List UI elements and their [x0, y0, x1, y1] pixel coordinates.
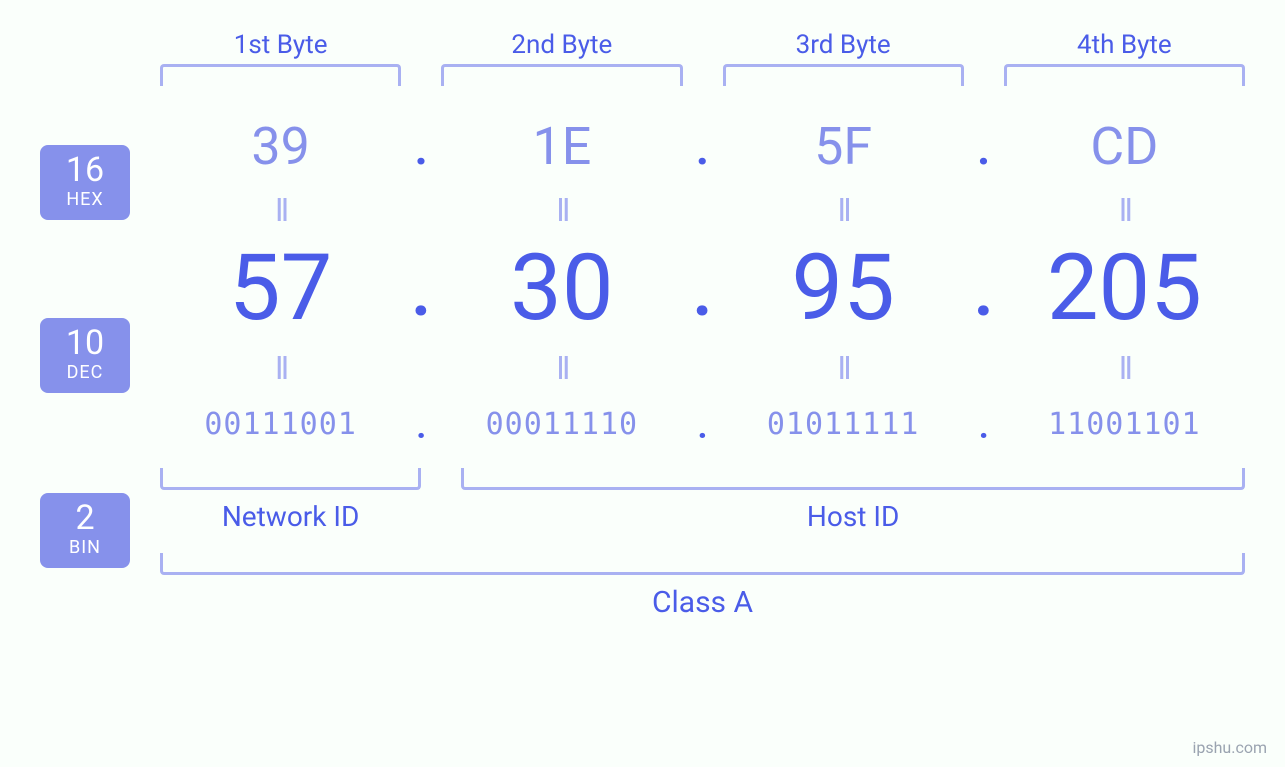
- hex-byte-1: 39: [160, 116, 401, 177]
- base-badges-column: 16 HEX 10 DEC 2 BIN: [40, 30, 130, 620]
- equals-row-1: II II II II: [160, 191, 1245, 229]
- hex-badge: 16 HEX: [40, 145, 130, 220]
- byte-header-3: 3rd Byte: [723, 30, 964, 60]
- dec-badge: 10 DEC: [40, 318, 130, 393]
- hex-byte-3: 5F: [723, 116, 964, 177]
- top-bracket-1: [160, 64, 401, 86]
- diagram-container: 16 HEX 10 DEC 2 BIN 1st Byte 2nd Byte 3r…: [0, 0, 1285, 620]
- equals-icon: II: [160, 349, 401, 387]
- network-id-label: Network ID: [160, 500, 421, 533]
- dec-byte-4: 205: [1004, 243, 1245, 335]
- dec-row: 57 . 30 . 95 . 205: [160, 243, 1245, 335]
- hex-base-label: HEX: [66, 189, 103, 210]
- equals-icon: II: [441, 191, 682, 229]
- dot: .: [964, 244, 1004, 335]
- top-bracket-3: [723, 64, 964, 86]
- top-brackets-row: [160, 64, 1245, 86]
- bin-byte-3: 01011111: [723, 407, 964, 442]
- class-bracket: [160, 553, 1245, 575]
- hex-byte-2: 1E: [441, 116, 682, 177]
- hex-base-num: 16: [66, 153, 104, 187]
- bin-base-label: BIN: [69, 537, 101, 558]
- dec-base-label: DEC: [67, 362, 104, 383]
- bin-row: 00111001 . 00011110 . 01011111 . 1100110…: [160, 401, 1245, 448]
- bin-base-num: 2: [75, 501, 94, 535]
- watermark: ipshu.com: [1192, 738, 1267, 757]
- bin-badge: 2 BIN: [40, 493, 130, 568]
- equals-icon: II: [723, 191, 964, 229]
- dot: .: [401, 401, 441, 448]
- dot: .: [401, 244, 441, 335]
- byte-headers-row: 1st Byte 2nd Byte 3rd Byte 4th Byte: [160, 30, 1245, 60]
- top-bracket-4: [1004, 64, 1245, 86]
- dec-byte-2: 30: [441, 243, 682, 335]
- equals-icon: II: [723, 349, 964, 387]
- dec-byte-3: 95: [723, 243, 964, 335]
- equals-icon: II: [441, 349, 682, 387]
- dec-byte-1: 57: [160, 243, 401, 335]
- network-id-bracket: [160, 468, 421, 490]
- hex-row: 39 . 1E . 5F . CD: [160, 116, 1245, 177]
- dec-base-num: 10: [66, 326, 104, 360]
- byte-header-1: 1st Byte: [160, 30, 401, 60]
- id-brackets-row: [160, 468, 1245, 490]
- equals-icon: II: [1004, 191, 1245, 229]
- id-labels-row: Network ID Host ID: [160, 500, 1245, 533]
- dot: .: [683, 401, 723, 448]
- host-id-bracket: [461, 468, 1245, 490]
- dot: .: [964, 401, 1004, 448]
- byte-header-2: 2nd Byte: [441, 30, 682, 60]
- dot: .: [401, 116, 441, 177]
- equals-icon: II: [160, 191, 401, 229]
- class-bracket-row: [160, 553, 1245, 575]
- bytes-column: 1st Byte 2nd Byte 3rd Byte 4th Byte 39 .…: [160, 30, 1245, 620]
- dot: .: [683, 116, 723, 177]
- top-bracket-2: [441, 64, 682, 86]
- dot: .: [683, 244, 723, 335]
- bin-byte-2: 00011110: [441, 407, 682, 442]
- bin-byte-4: 11001101: [1004, 407, 1245, 442]
- equals-row-2: II II II II: [160, 349, 1245, 387]
- host-id-label: Host ID: [461, 500, 1245, 533]
- bin-byte-1: 00111001: [160, 407, 401, 442]
- hex-byte-4: CD: [1004, 116, 1245, 177]
- class-label: Class A: [160, 585, 1245, 620]
- equals-icon: II: [1004, 349, 1245, 387]
- dot: .: [964, 116, 1004, 177]
- byte-header-4: 4th Byte: [1004, 30, 1245, 60]
